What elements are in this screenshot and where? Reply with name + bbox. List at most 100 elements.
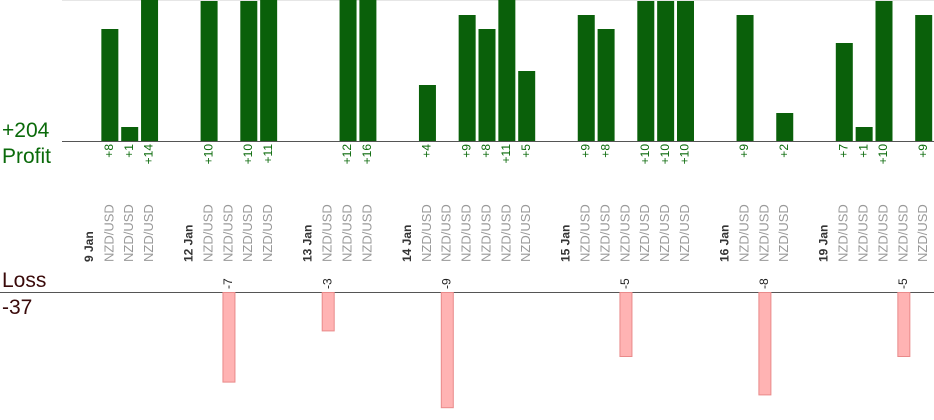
profit-value-label: +14 (142, 144, 156, 165)
instrument-label: NZD/USD (895, 204, 910, 262)
instrument-label: NZD/USD (141, 204, 156, 262)
instrument-label: NZD/USD (359, 204, 374, 262)
instrument-label: NZD/USD (518, 204, 533, 262)
profit-value-label: +5 (519, 144, 533, 158)
profit-value-label: +10 (678, 144, 692, 165)
profit-bar (577, 15, 595, 141)
instrument-label: NZD/USD (478, 204, 493, 262)
instrument-label: NZD/USD (101, 204, 116, 262)
loss-bar (321, 292, 335, 332)
profit-bar (875, 1, 893, 141)
instrument-label: NZD/USD (836, 204, 851, 262)
instrument-label: NZD/USD (756, 204, 771, 262)
instrument-label: NZD/USD (439, 204, 454, 262)
instrument-label: NZD/USD (657, 204, 672, 262)
instrument-label: NZD/USD (339, 204, 354, 262)
profit-bar (776, 113, 794, 141)
instrument-label: NZD/USD (578, 204, 593, 262)
instrument-label: NZD/USD (201, 204, 216, 262)
instrument-label: NZD/USD (677, 204, 692, 262)
instrument-label: NZD/USD (220, 204, 235, 262)
profit-value-label: +2 (777, 144, 791, 158)
instrument-label: NZD/USD (498, 204, 513, 262)
profit-bar (597, 29, 615, 141)
profit-value-label: +10 (658, 144, 672, 165)
profit-value-label: +9 (737, 144, 751, 158)
instrument-label: NZD/USD (617, 204, 632, 262)
date-label: 14 Jan (400, 225, 414, 262)
profit-bar (200, 1, 218, 141)
profit-bar (915, 15, 933, 141)
profit-value-label: +1 (856, 144, 870, 158)
loss-bar (222, 292, 236, 383)
profit-value-label: +11 (499, 144, 513, 164)
loss-value-label: -5 (896, 278, 910, 289)
profit-value-label: +8 (102, 144, 116, 158)
profit-label: Profit (2, 145, 52, 168)
profit-bar (101, 29, 119, 141)
loss-bar (758, 292, 772, 396)
instrument-label: NZD/USD (875, 204, 890, 262)
profit-value-label: +8 (598, 144, 612, 158)
profit-bar (339, 0, 357, 141)
instrument-label: NZD/USD (121, 204, 136, 262)
instrument-label: NZD/USD (260, 204, 275, 262)
date-label: 9 Jan (82, 231, 96, 262)
instrument-label: NZD/USD (240, 204, 255, 262)
instrument-label: NZD/USD (856, 204, 871, 262)
profit-bar (260, 0, 278, 141)
profit-bar (418, 85, 436, 141)
profit-total: +204 (2, 119, 50, 142)
profit-bar (736, 15, 754, 141)
instrument-label: NZD/USD (776, 204, 791, 262)
profit-value-label: +10 (201, 144, 215, 165)
profit-value-label: +16 (360, 144, 374, 165)
loss-total: -37 (2, 296, 33, 319)
profit-value-label: +7 (836, 144, 850, 158)
profit-value-label: +11 (261, 144, 275, 164)
date-label: 13 Jan (301, 225, 315, 262)
profit-bar (498, 0, 516, 141)
profit-value-label: +10 (638, 144, 652, 165)
profit-value-label: +4 (420, 144, 434, 158)
profit-value-label: +1 (122, 144, 136, 158)
profit-value-label: +10 (876, 144, 890, 165)
instrument-label: NZD/USD (320, 204, 335, 262)
date-label: 12 Jan (181, 225, 195, 262)
instrument-label: NZD/USD (915, 204, 930, 262)
profit-bar (240, 1, 258, 141)
profit-value-label: +12 (340, 144, 354, 165)
profit-bar (478, 29, 496, 141)
loss-value-label: -8 (757, 278, 771, 289)
profit-value-label: +9 (916, 144, 930, 158)
date-label: 15 Jan (559, 225, 573, 262)
profit-bar (677, 1, 694, 141)
loss-bar (440, 292, 454, 409)
loss-bar (897, 292, 911, 357)
profit-bar (121, 127, 139, 141)
date-label: 19 Jan (817, 225, 831, 262)
loss-value-label: -5 (618, 278, 632, 289)
loss-value-label: -7 (221, 278, 235, 289)
profit-value-label: +9 (578, 144, 592, 158)
instrument-label: NZD/USD (459, 204, 474, 262)
loss-label: Loss (2, 269, 47, 292)
profit-bar (855, 127, 873, 141)
loss-bar (619, 292, 633, 357)
date-label: 16 Jan (717, 225, 731, 262)
profit-bar (637, 1, 655, 141)
profit-value-label: +9 (459, 144, 473, 158)
profit-bar (835, 43, 853, 141)
profit-bar (141, 0, 159, 141)
instrument-label: NZD/USD (637, 204, 652, 262)
profit-bar (657, 1, 675, 141)
instrument-label: NZD/USD (736, 204, 751, 262)
profit-bar (458, 15, 476, 141)
profit-value-label: +8 (479, 144, 493, 158)
profit-value-label: +10 (241, 144, 255, 165)
instrument-label: NZD/USD (419, 204, 434, 262)
instrument-label: NZD/USD (598, 204, 613, 262)
profit-bar (518, 71, 536, 141)
loss-value-label: -9 (439, 278, 453, 289)
